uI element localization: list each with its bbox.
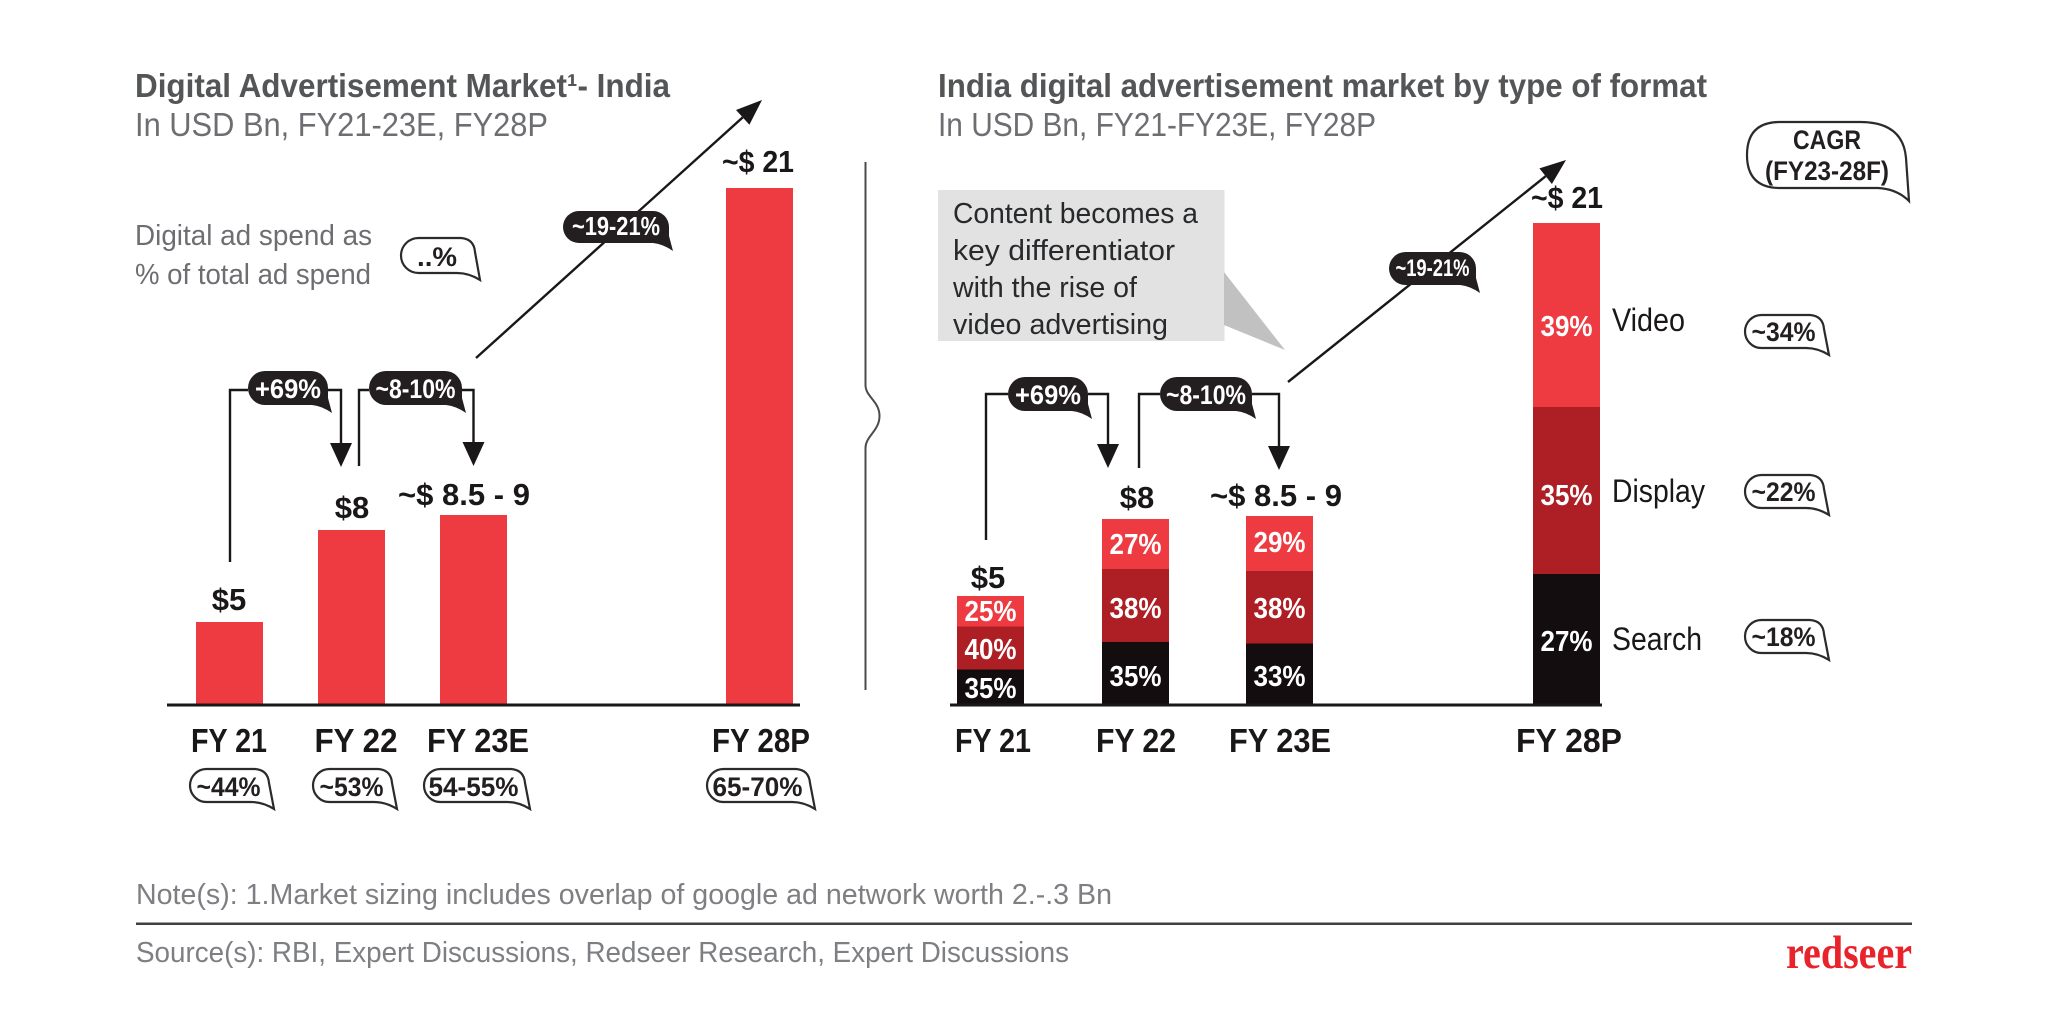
svg-text:35%: 35% xyxy=(1541,480,1593,512)
svg-text:~19-21%: ~19-21% xyxy=(572,211,660,241)
svg-text:FY 21: FY 21 xyxy=(191,722,267,759)
svg-text:FY 28P: FY 28P xyxy=(712,722,810,759)
svg-text:~22%: ~22% xyxy=(1752,477,1816,507)
svg-text:FY 22: FY 22 xyxy=(1096,722,1176,759)
svg-text:~53%: ~53% xyxy=(320,772,384,802)
svg-text:FY 21: FY 21 xyxy=(955,722,1031,759)
svg-text:27%: 27% xyxy=(1541,626,1593,658)
svg-text:~44%: ~44% xyxy=(197,772,261,802)
svg-text:33%: 33% xyxy=(1254,661,1306,693)
svg-text:Digital ad spend as: Digital ad spend as xyxy=(135,220,372,252)
svg-text:$8: $8 xyxy=(335,490,369,525)
svg-text:In USD Bn, FY21-FY23E, FY28P: In USD Bn, FY21-FY23E, FY28P xyxy=(938,106,1376,143)
svg-text:$5: $5 xyxy=(971,560,1005,595)
svg-text:Note(s): 1.Market sizing inclu: Note(s): 1.Market sizing includes overla… xyxy=(136,879,1112,911)
svg-text:Display: Display xyxy=(1612,473,1705,509)
svg-text:39%: 39% xyxy=(1541,311,1593,343)
svg-text:FY 28P: FY 28P xyxy=(1516,722,1622,759)
svg-text:Search: Search xyxy=(1612,621,1702,657)
svg-text:~18%: ~18% xyxy=(1752,622,1816,652)
svg-text:~$ 21: ~$ 21 xyxy=(722,144,794,179)
svg-text:$8: $8 xyxy=(1120,480,1154,515)
svg-text:29%: 29% xyxy=(1254,527,1306,559)
svg-text:~8-10%: ~8-10% xyxy=(376,374,456,404)
svg-text:FY 22: FY 22 xyxy=(315,722,398,759)
svg-text:video advertising: video advertising xyxy=(953,309,1168,341)
svg-text:$5: $5 xyxy=(212,582,246,617)
svg-text:54-55%: 54-55% xyxy=(429,772,519,802)
svg-text:(FY23-28F): (FY23-28F) xyxy=(1765,156,1889,186)
svg-text:+69%: +69% xyxy=(255,374,321,404)
svg-text:redseer: redseer xyxy=(1786,927,1912,979)
svg-text:Source(s): RBI, Expert Discuss: Source(s): RBI, Expert Discussions, Reds… xyxy=(136,937,1069,969)
svg-text:65-70%: 65-70% xyxy=(713,772,803,802)
svg-text:Video: Video xyxy=(1612,302,1685,338)
svg-text:India digital advertisement ma: India digital advertisement market by ty… xyxy=(938,67,1707,104)
svg-text:~34%: ~34% xyxy=(1752,317,1816,347)
svg-text:% of total ad spend: % of total ad spend xyxy=(135,259,371,291)
svg-text:~$ 8.5 - 9: ~$ 8.5 - 9 xyxy=(398,477,530,512)
svg-text:~$ 8.5 - 9: ~$ 8.5 - 9 xyxy=(1210,478,1342,513)
svg-text:..%: ..% xyxy=(417,242,457,272)
svg-text:In USD Bn, FY21-23E, FY28P: In USD Bn, FY21-23E, FY28P xyxy=(135,106,548,143)
svg-text:40%: 40% xyxy=(965,634,1017,666)
svg-text:Content becomes a: Content becomes a xyxy=(953,198,1199,230)
svg-text:~8-10%: ~8-10% xyxy=(1166,380,1246,410)
svg-text:~19-21%: ~19-21% xyxy=(1396,255,1470,282)
svg-text:35%: 35% xyxy=(965,673,1017,705)
svg-text:38%: 38% xyxy=(1110,593,1162,625)
svg-text:+69%: +69% xyxy=(1015,380,1081,410)
svg-text:FY 23E: FY 23E xyxy=(1229,722,1331,759)
svg-text:38%: 38% xyxy=(1254,593,1306,625)
svg-text:Digital Advertisement Market¹-: Digital Advertisement Market¹- India xyxy=(135,67,671,104)
svg-text:~$ 21: ~$ 21 xyxy=(1531,180,1603,215)
svg-text:CAGR: CAGR xyxy=(1793,125,1861,155)
svg-text:key differentiator: key differentiator xyxy=(953,235,1175,267)
svg-text:25%: 25% xyxy=(965,596,1017,628)
svg-text:with the rise of: with the rise of xyxy=(952,272,1138,304)
svg-text:35%: 35% xyxy=(1110,661,1162,693)
svg-text:27%: 27% xyxy=(1110,529,1162,561)
svg-text:FY 23E: FY 23E xyxy=(427,722,529,759)
